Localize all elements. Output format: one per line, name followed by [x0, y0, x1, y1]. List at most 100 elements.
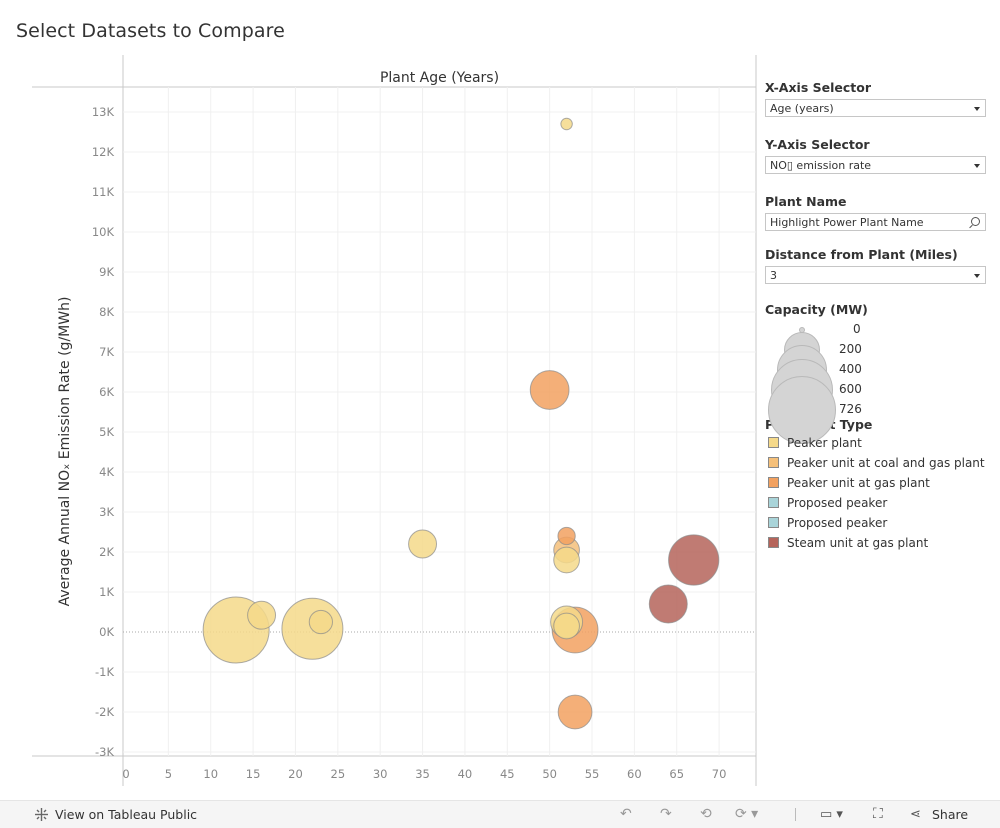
fullscreen-icon[interactable]: ⛶: [873, 806, 883, 822]
toolbar-divider: [795, 808, 796, 821]
legend-swatch: [768, 477, 779, 488]
distance-value: 3: [770, 269, 777, 282]
y-tick-label: 12K: [92, 145, 115, 159]
legend-swatch: [768, 437, 779, 448]
capacity-legend-label: 726: [839, 402, 862, 416]
data-point[interactable]: [408, 529, 438, 559]
refresh-icon[interactable]: ⟳ ▾: [735, 806, 759, 822]
capacity-legend-label: 0: [853, 322, 861, 336]
capacity-size-circle: [768, 376, 836, 444]
x-tick-label: 5: [165, 767, 172, 781]
data-point[interactable]: [648, 584, 688, 624]
legend-label: Peaker unit at gas plant: [787, 476, 930, 490]
data-point[interactable]: [553, 546, 580, 574]
x-tick-label: 60: [627, 767, 642, 781]
legend-swatch: [768, 457, 779, 468]
x-tick-label: 40: [458, 767, 473, 781]
scatter-chart[interactable]: Plant Age (Years) 0 5 10 15 20 25 30 35 40 45 50 55 6…: [0, 50, 760, 795]
plant-type-legend-item[interactable]: Proposed peaker: [765, 513, 990, 533]
y-tick-label: 8K: [99, 305, 114, 319]
x-tick-label: 25: [331, 767, 346, 781]
data-point[interactable]: [247, 600, 277, 630]
x-axis-selector-block: X-Axis Selector Age (years): [765, 80, 990, 117]
share-button[interactable]: Share: [932, 807, 969, 822]
capacity-legend-title: Capacity (MW): [765, 302, 868, 317]
tableau-icon[interactable]: [34, 806, 50, 823]
redo-icon[interactable]: ↷: [660, 806, 672, 822]
plant-type-legend-items: Peaker plant Peaker unit at coal and gas …: [765, 433, 990, 553]
legend-swatch: [768, 537, 779, 548]
y-axis-title: Average Annual NOₓ Emission Rate (g/MWh): [57, 297, 73, 607]
plant-type-legend-item[interactable]: Peaker unit at coal and gas plant: [765, 453, 990, 473]
y-tick-label: 13K: [92, 105, 115, 119]
x-axis-title: Plant Age (Years): [380, 70, 499, 86]
y-tick-label: 5K: [99, 425, 114, 439]
capacity-legend: Capacity (MW) 0 200 400 600 726: [765, 302, 990, 444]
view-on-tableau-link[interactable]: View on Tableau Public: [55, 807, 198, 822]
legend-swatch: [768, 497, 779, 508]
y-tick-label: 10K: [92, 225, 115, 239]
data-point[interactable]: [557, 526, 576, 546]
chevron-down-icon: [974, 164, 980, 168]
download-icon[interactable]: ▭ ▾: [820, 807, 843, 822]
y-axis-selector-block: Y-Axis Selector NO▯ emission rate: [765, 137, 990, 174]
legend-label: Peaker plant: [787, 436, 862, 450]
x-tick-label: 65: [669, 767, 684, 781]
capacity-legend-label: 200: [839, 342, 862, 356]
data-point[interactable]: [560, 117, 573, 131]
share-icon[interactable]: ⋖: [910, 807, 921, 822]
y-axis-selector-label: Y-Axis Selector: [765, 137, 870, 152]
x-tick-label: 10: [203, 767, 218, 781]
revert-icon[interactable]: ⟲: [700, 806, 712, 822]
plant-name-block: Plant Name Highlight Power Plant Name: [765, 194, 990, 231]
legend-label: Proposed peaker: [787, 496, 888, 510]
y-tick-label: 6K: [99, 385, 114, 399]
chart-svg[interactable]: Plant Age (Years) 0 5 10 15 20 25 30 35 40 45 50 55 6…: [0, 50, 760, 795]
plant-name-label: Plant Name: [765, 194, 847, 209]
x-tick-label: 35: [415, 767, 430, 781]
legend-label: Proposed peaker: [787, 516, 888, 530]
plant-name-placeholder: Highlight Power Plant Name: [770, 216, 924, 229]
undo-icon[interactable]: ↶: [620, 806, 632, 822]
plant-type-legend-item[interactable]: Steam unit at gas plant: [765, 533, 990, 553]
y-tick-label: 0K: [99, 625, 114, 639]
legend-label: Steam unit at gas plant: [787, 536, 929, 550]
plant-type-legend-item[interactable]: Peaker unit at gas plant: [765, 473, 990, 493]
side-panel: X-Axis Selector Age (years) Y-Axis Selec…: [765, 80, 990, 573]
y-tick-label: -1K: [95, 665, 114, 679]
y-axis-selector-dropdown[interactable]: NO▯ emission rate: [765, 156, 986, 174]
plant-name-search-input[interactable]: Highlight Power Plant Name: [765, 213, 986, 231]
plant-type-legend-item[interactable]: Peaker plant: [765, 433, 990, 453]
x-tick-label: 55: [585, 767, 600, 781]
legend-swatch: [768, 517, 779, 528]
data-point[interactable]: [529, 370, 570, 410]
x-axis-selector-value: Age (years): [770, 102, 834, 115]
y-tick-label: 9K: [99, 265, 114, 279]
x-axis-selector-label: X-Axis Selector: [765, 80, 871, 95]
x-tick-label: 30: [373, 767, 388, 781]
y-tick-label: 2K: [99, 545, 114, 559]
data-point[interactable]: [668, 534, 720, 586]
y-tick-label: -2K: [95, 705, 114, 719]
data-point[interactable]: [553, 612, 580, 640]
y-tick-label: 3K: [99, 505, 114, 519]
plant-type-legend-item[interactable]: Proposed peaker: [765, 493, 990, 513]
y-tick-label: 7K: [99, 345, 114, 359]
x-tick-label: 70: [712, 767, 727, 781]
x-axis-selector-dropdown[interactable]: Age (years): [765, 99, 986, 117]
x-tick-label: 15: [246, 767, 261, 781]
y-axis-selector-value: NO▯ emission rate: [770, 159, 872, 172]
data-point[interactable]: [557, 694, 593, 730]
x-tick-label: 0: [122, 767, 129, 781]
capacity-legend-row: 726: [765, 376, 986, 444]
search-icon[interactable]: [971, 217, 980, 226]
data-point[interactable]: [308, 609, 333, 635]
y-tick-label: 4K: [99, 465, 114, 479]
capacity-legend-label: 400: [839, 362, 862, 376]
legend-label: Peaker unit at coal and gas plant: [787, 456, 985, 470]
distance-block: Distance from Plant (Miles) 3: [765, 247, 990, 284]
x-tick-label: 45: [500, 767, 515, 781]
y-tick-label: 11K: [92, 185, 115, 199]
distance-dropdown[interactable]: 3: [765, 266, 986, 284]
